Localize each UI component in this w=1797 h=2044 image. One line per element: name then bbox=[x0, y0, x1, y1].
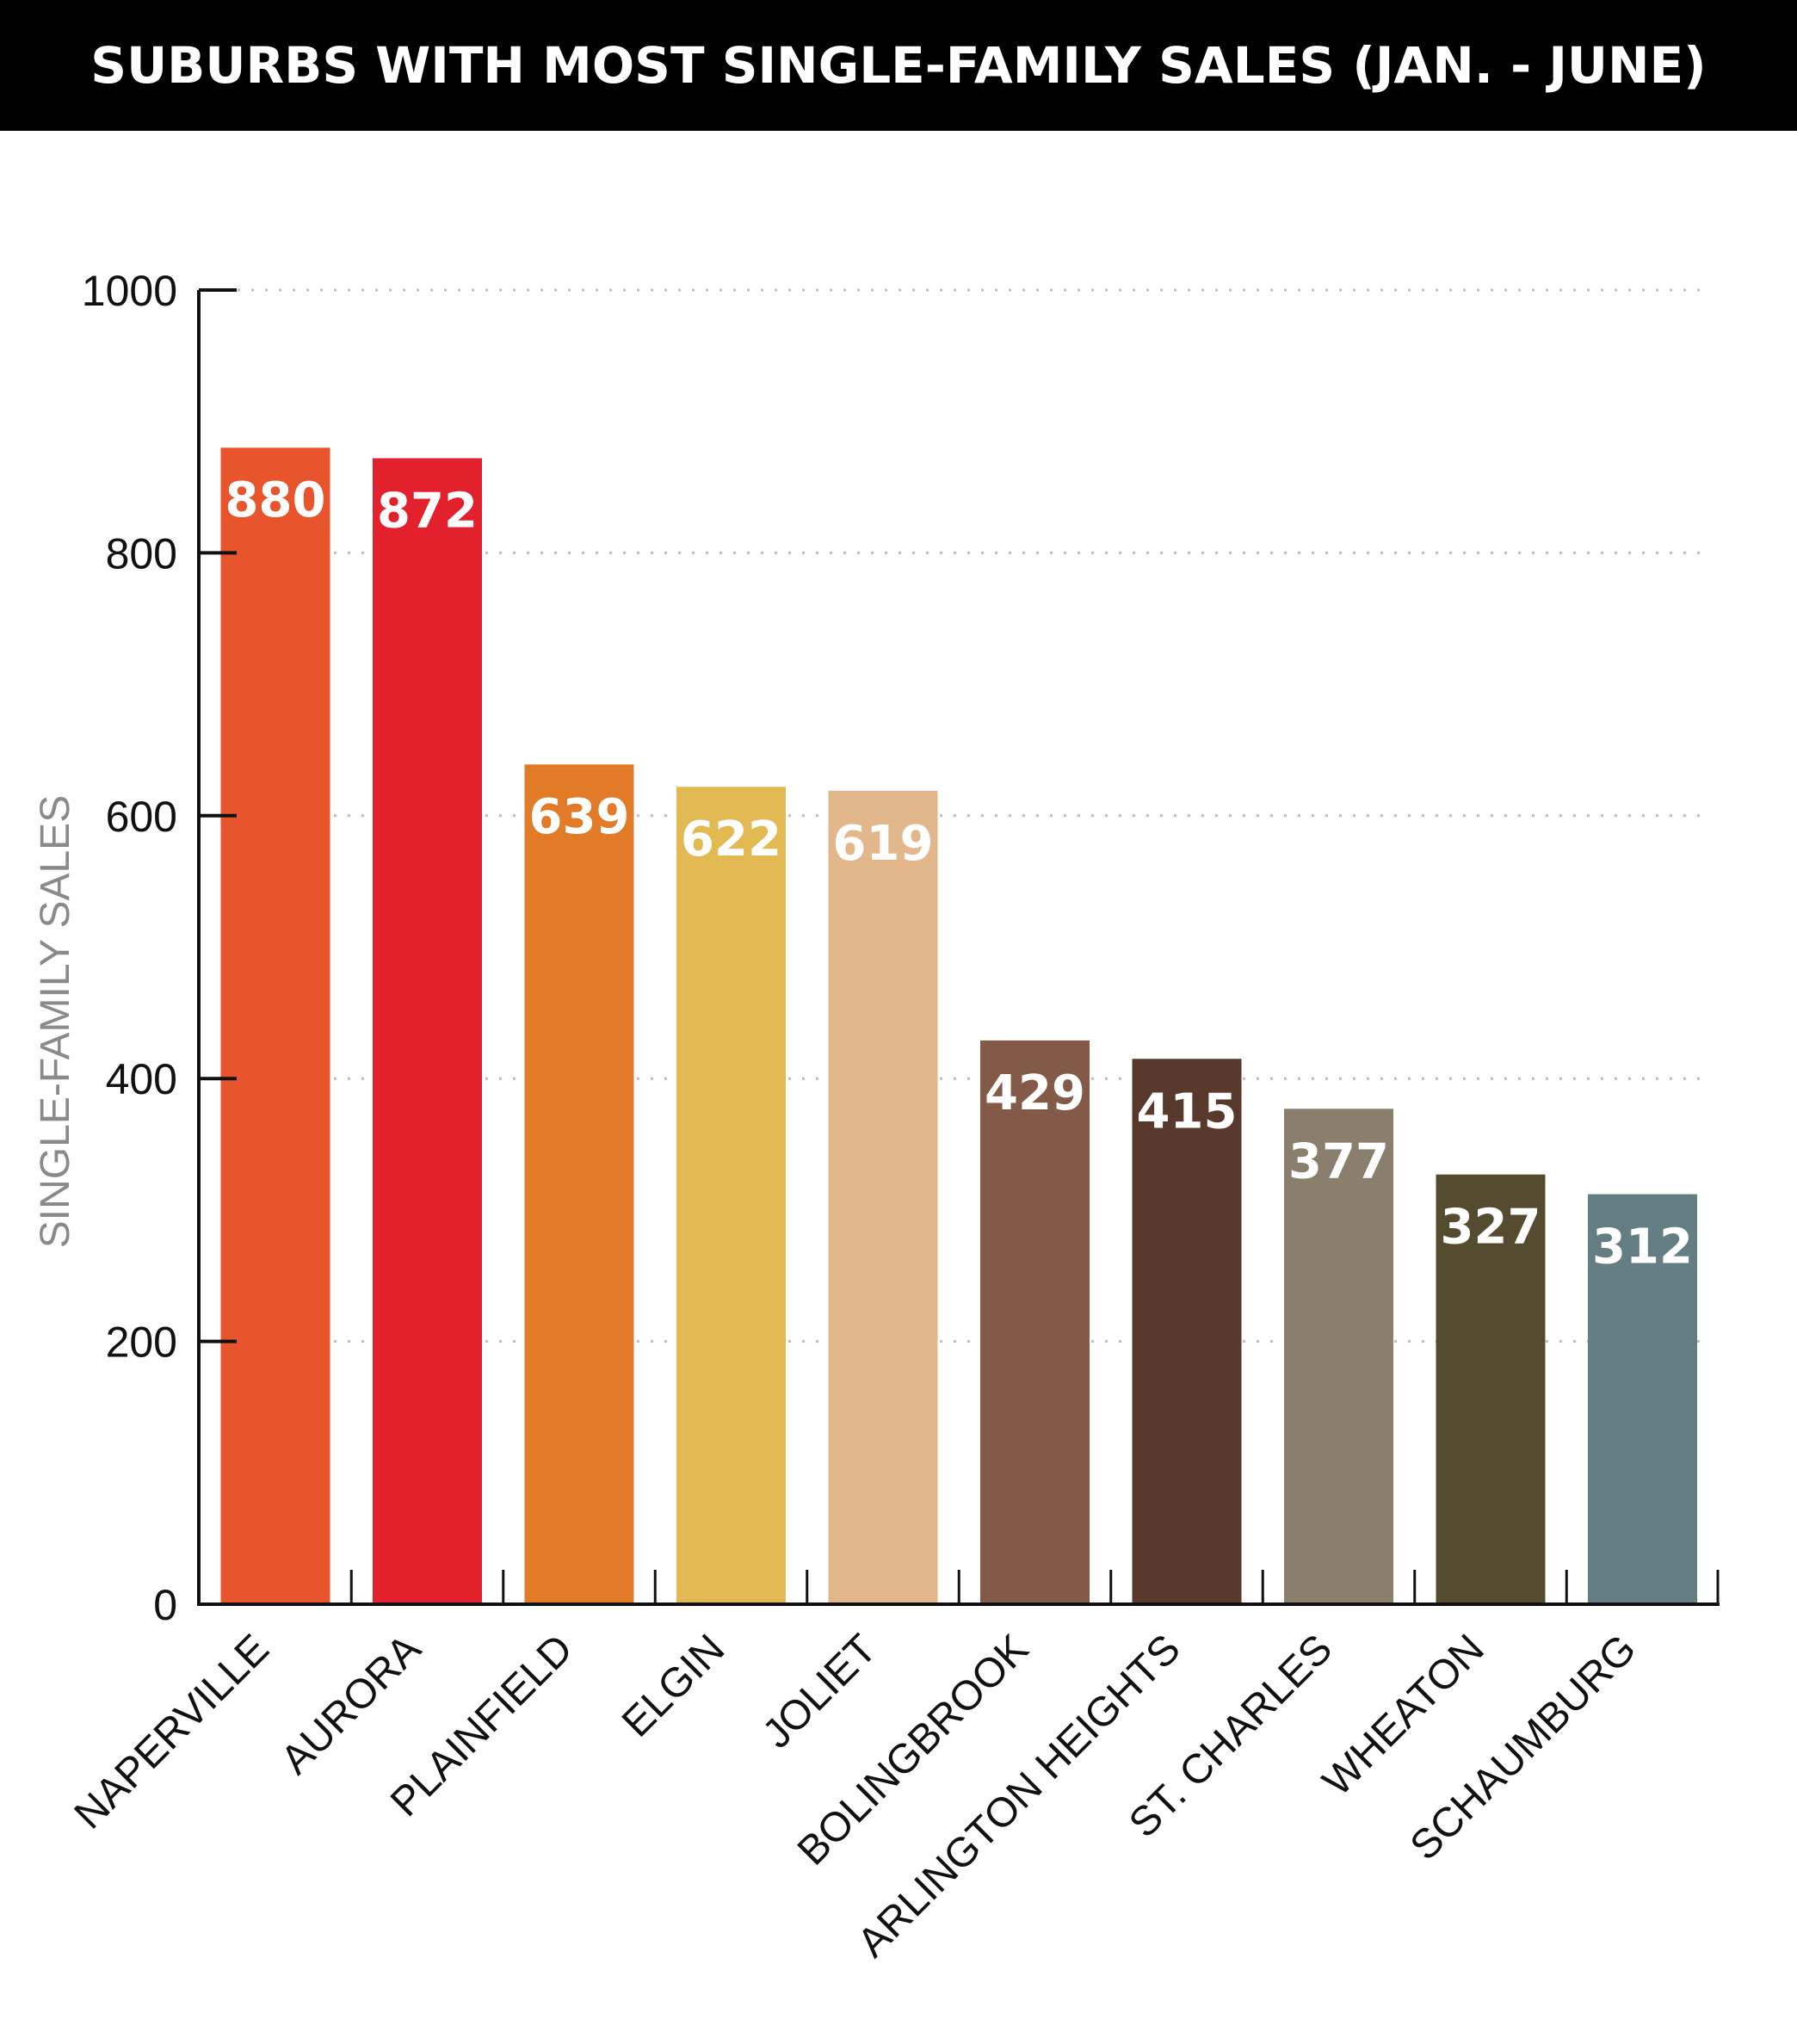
value-label: 639 bbox=[529, 789, 630, 845]
bar bbox=[1588, 1194, 1697, 1604]
y-tick-label: 0 bbox=[153, 1581, 177, 1629]
bar bbox=[828, 790, 938, 1604]
y-tick-label: 400 bbox=[106, 1055, 177, 1103]
bar bbox=[1132, 1059, 1242, 1604]
axes bbox=[197, 290, 1720, 1606]
y-ticks: 0 200 400 600 800 1000 bbox=[82, 267, 237, 1629]
category-label: ELGIN bbox=[614, 1626, 733, 1745]
bars bbox=[220, 448, 1697, 1604]
value-label: 880 bbox=[225, 472, 326, 528]
y-tick-label: 800 bbox=[106, 529, 177, 577]
y-axis-label: SINGLE-FAMILY SALES bbox=[33, 795, 78, 1248]
bar bbox=[1436, 1174, 1546, 1604]
bar bbox=[980, 1040, 1090, 1604]
value-labels: 880 872 639 622 619 429 415 377 327 312 bbox=[225, 472, 1693, 1275]
bar bbox=[220, 448, 330, 1604]
chart-title: SUBURBS WITH MOST SINGLE-FAMILY SALES (J… bbox=[0, 0, 1797, 131]
value-label: 872 bbox=[377, 483, 478, 539]
value-label: 619 bbox=[833, 816, 934, 872]
bar bbox=[524, 764, 634, 1604]
value-label: 377 bbox=[1288, 1133, 1389, 1189]
bar bbox=[373, 458, 482, 1604]
y-tick-label: 1000 bbox=[82, 267, 177, 315]
bar bbox=[676, 787, 786, 1604]
y-tick-label: 600 bbox=[106, 793, 177, 841]
y-tick-label: 200 bbox=[106, 1318, 177, 1367]
category-label: NAPERVILLE bbox=[66, 1626, 278, 1837]
bar bbox=[1284, 1108, 1393, 1604]
value-label: 415 bbox=[1137, 1084, 1238, 1139]
value-label: 327 bbox=[1441, 1200, 1541, 1256]
value-label: 622 bbox=[681, 812, 781, 868]
value-label: 429 bbox=[985, 1065, 1085, 1121]
value-label: 312 bbox=[1592, 1220, 1693, 1275]
category-label: JOLIET bbox=[754, 1626, 886, 1757]
category-label: AURORA bbox=[273, 1626, 430, 1783]
